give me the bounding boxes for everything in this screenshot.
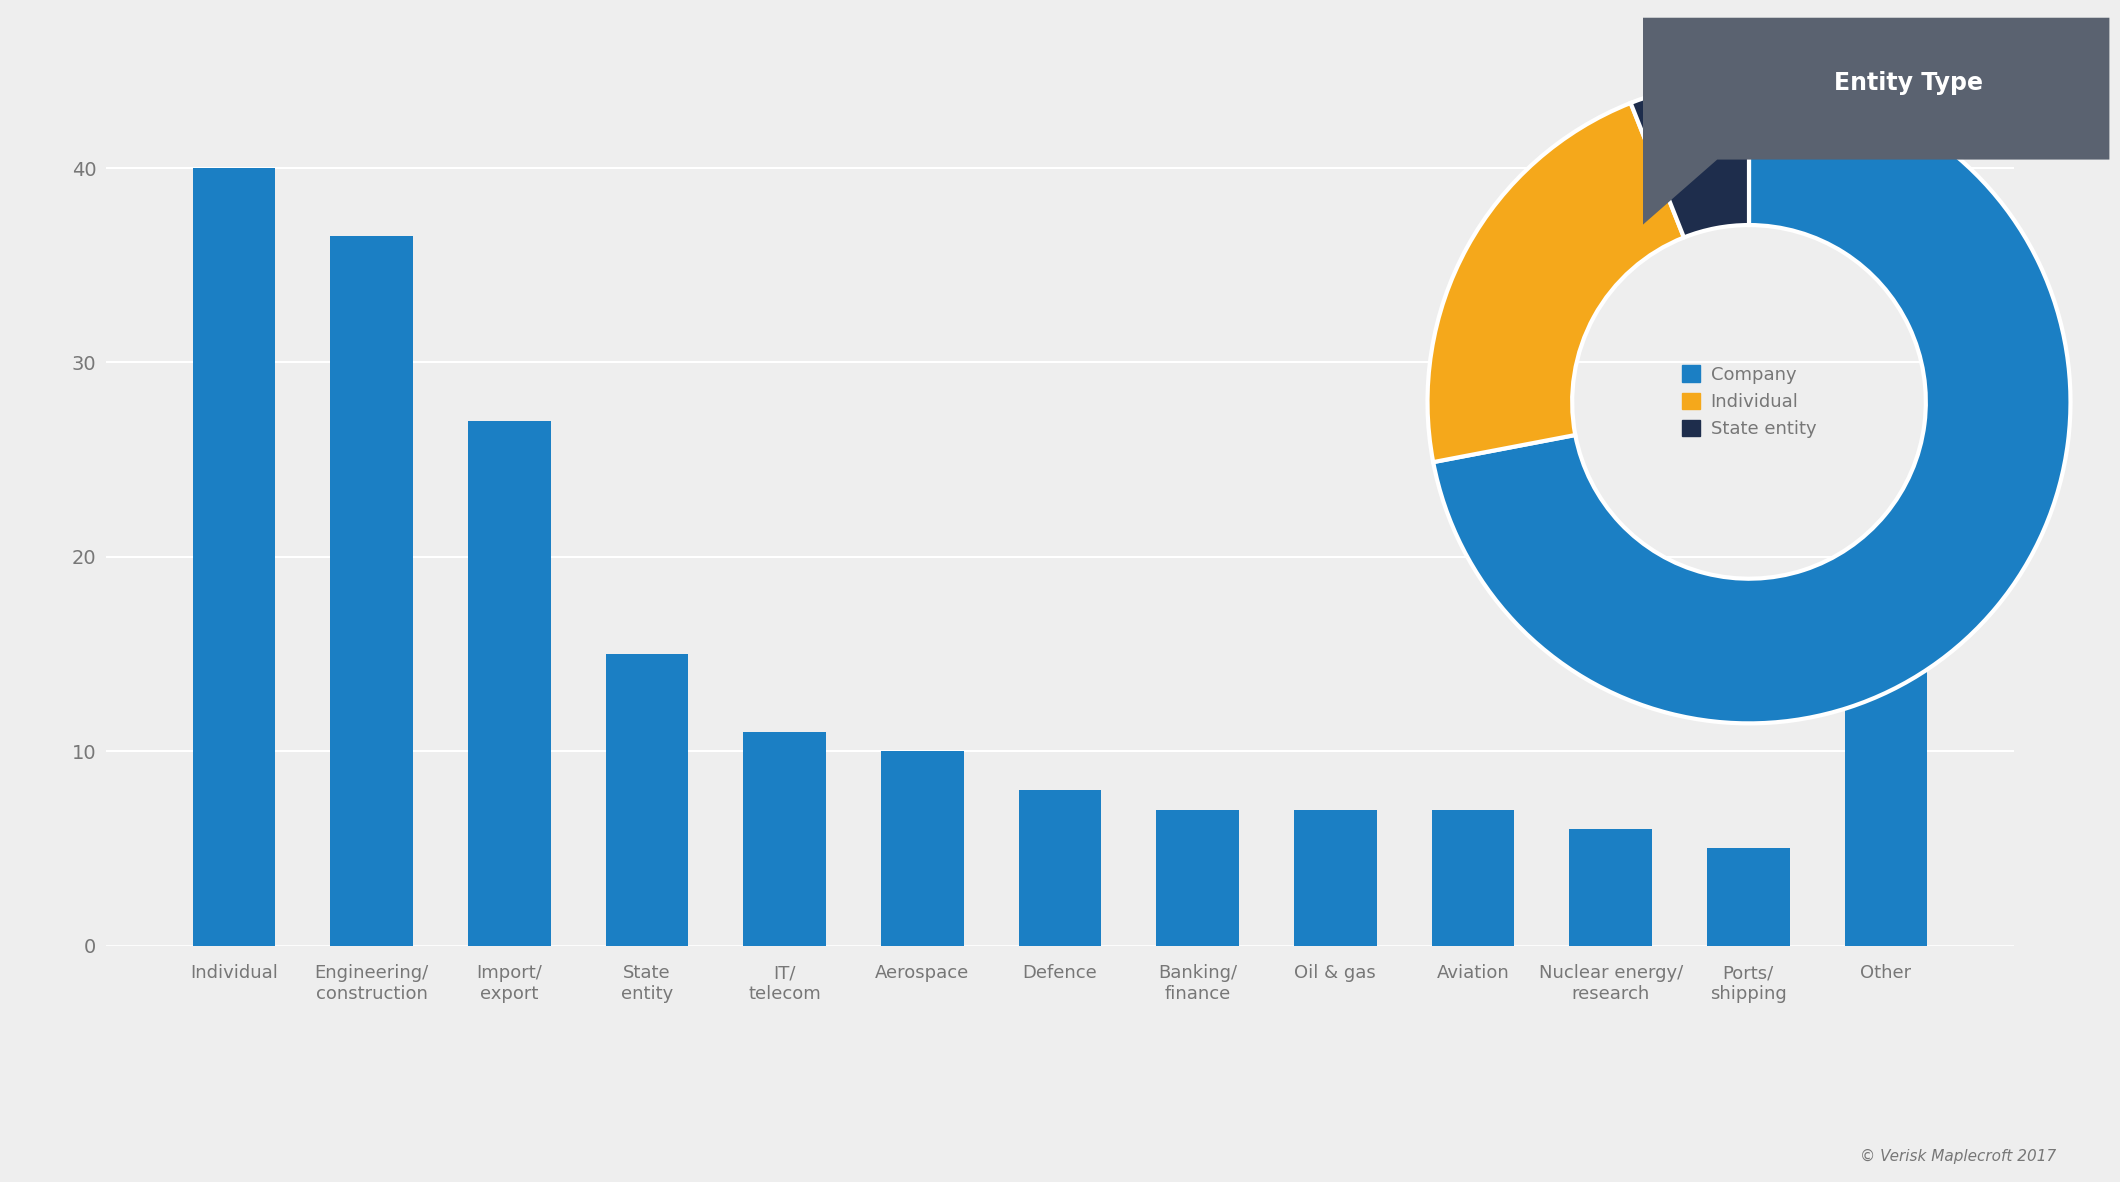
Bar [1020,790,1100,946]
Bar [1155,810,1238,946]
Text: Entity Type: Entity Type [1834,71,1982,95]
Wedge shape [1433,80,2071,723]
Bar [882,752,965,946]
Bar [331,236,413,946]
Bar [1844,577,1927,946]
Bar [1293,810,1376,946]
Legend: Company, Individual, State entity: Company, Individual, State entity [1677,361,1821,443]
Bar [1707,849,1789,946]
Bar [744,732,827,946]
Wedge shape [1427,103,1683,462]
Bar [1431,810,1514,946]
Text: © Verisk Maplecroft 2017: © Verisk Maplecroft 2017 [1859,1149,2056,1164]
Polygon shape [1643,18,2109,225]
Bar [193,168,276,946]
Wedge shape [1630,80,1749,238]
Bar [469,421,551,946]
Bar [1569,829,1651,946]
Bar [606,654,689,946]
